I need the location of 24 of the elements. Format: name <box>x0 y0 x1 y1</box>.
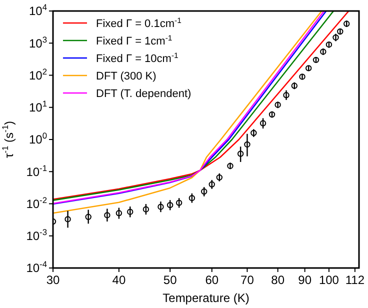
x-tick-label: 112 <box>345 273 365 287</box>
y-tick-label: 10$^{1}$ <box>28 98 48 115</box>
y-tick-label: 10$^{3}$ <box>28 34 48 50</box>
y-tick-label: 10$^{-3}$ <box>26 227 48 244</box>
legend-label: Fixed Γ = 0.1cm$^{-1}$ <box>96 15 182 30</box>
y-tick-label: 10$^{-1}$ <box>26 162 48 179</box>
y-tick-label: 10$^{-2}$ <box>26 194 48 211</box>
y-tick-label: 10$^{2}$ <box>28 66 48 82</box>
x-tick-label: 100 <box>318 273 340 287</box>
legend-label: DFT (300 K) <box>96 70 156 82</box>
x-tick-label: 50 <box>163 273 178 287</box>
x-tick-label: 60 <box>205 273 219 287</box>
x-tick-label: 30 <box>46 273 60 287</box>
y-tick-label: 10$^{4}$ <box>28 2 48 18</box>
x-tick-label: 40 <box>112 273 126 287</box>
x-tick-label: 80 <box>271 273 285 287</box>
y-tick-label: 10$^{0}$ <box>28 130 48 147</box>
legend-label: DFT (T. dependent) <box>96 88 192 100</box>
legend-label: Fixed Γ = 1cm$^{-1}$ <box>96 32 172 48</box>
y-tick-label: 10$^{-4}$ <box>26 259 48 276</box>
x-axis-title: Temperature (K) <box>162 291 250 305</box>
x-tick-label: 70 <box>240 273 254 287</box>
x-tick-label: 90 <box>298 273 312 287</box>
legend-label: Fixed Γ = 10cm$^{-1}$ <box>96 50 178 65</box>
